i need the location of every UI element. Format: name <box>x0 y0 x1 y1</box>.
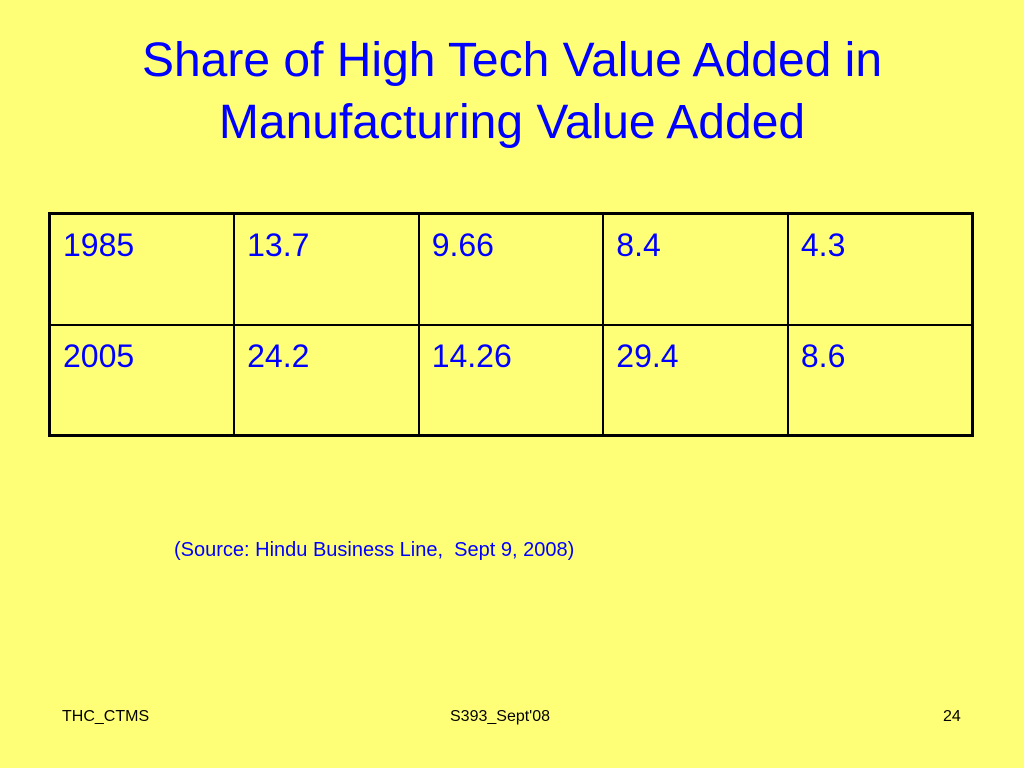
source-note: (Source: Hindu Business Line, Sept 9, 20… <box>174 539 575 561</box>
table-cell: 9.66 <box>417 212 605 326</box>
table-row: 1985 13.7 9.66 8.4 4.3 <box>48 212 974 326</box>
slide-title-line-1: Share of High Tech Value Added in <box>141 34 883 87</box>
table-cell: 4.3 <box>786 212 974 326</box>
table-cell: 13.7 <box>233 212 420 326</box>
table-cell: 8.6 <box>786 323 974 437</box>
slide-number: 24 <box>943 708 961 725</box>
footer-left-label: THC_CTMS <box>62 708 150 725</box>
table-cell: 29.4 <box>602 323 789 437</box>
table-row: 2005 24.2 14.26 29.4 8.6 <box>48 323 974 437</box>
slide-title: Share of High Tech Value Added in Manufa… <box>0 30 1024 154</box>
table-cell: 24.2 <box>233 323 420 437</box>
table-cell: 14.26 <box>417 323 605 437</box>
table-cell: 8.4 <box>602 212 789 326</box>
table-cell: 1985 <box>48 212 236 326</box>
table-cell: 2005 <box>48 323 236 437</box>
slide-title-line-2: Manufacturing Value Added <box>218 96 806 149</box>
data-table: 1985 13.7 9.66 8.4 4.3 2005 24.2 14.26 2… <box>48 212 974 437</box>
footer-center-label: S393_Sept'08 <box>450 708 551 725</box>
